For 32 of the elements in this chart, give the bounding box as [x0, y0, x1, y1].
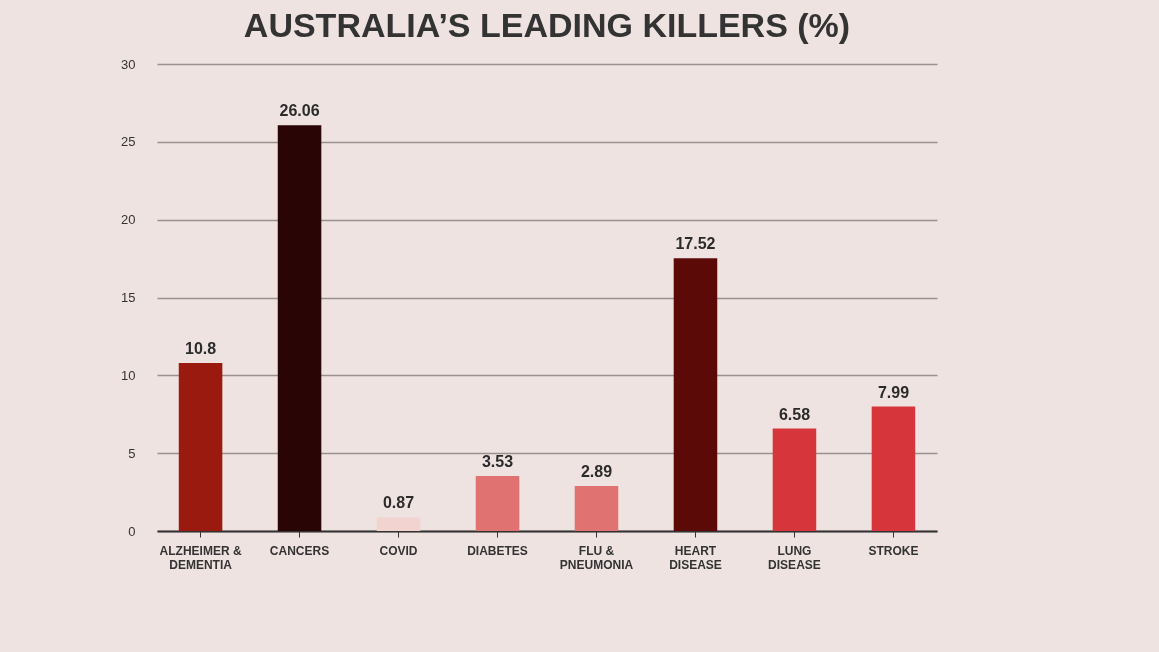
- y-tick-label: 30: [121, 56, 136, 72]
- data-label: 26.06: [279, 102, 320, 120]
- y-tick-label: 10: [121, 367, 136, 383]
- chart-title: AUSTRALIA’S LEADING KILLERS (%): [243, 6, 851, 44]
- bar: [376, 517, 421, 531]
- y-tick-label: 25: [121, 134, 136, 150]
- bar: [772, 428, 817, 531]
- y-tick-label: 20: [121, 212, 136, 228]
- data-label: 6.58: [778, 405, 811, 423]
- x-tick-label: FLU & PNEUMONIA: [559, 543, 634, 572]
- y-tick-label: 15: [121, 290, 136, 305]
- data-label: 2.89: [580, 463, 613, 481]
- bar: [871, 406, 916, 531]
- y-tick-label: 0: [128, 523, 136, 539]
- data-label: 0.87: [382, 494, 415, 512]
- data-label: 10.8: [184, 339, 217, 357]
- x-tick-label: DIABETES: [467, 543, 528, 558]
- bar: [178, 362, 223, 531]
- x-tick-label: HEART DISEASE: [669, 543, 722, 572]
- x-tick-label: ALZHEIMER & DEMENTIA: [159, 543, 242, 572]
- x-tick-label: COVID: [379, 543, 418, 558]
- data-label: 17.52: [675, 235, 716, 253]
- bar: [475, 476, 520, 531]
- x-tick-label: CANCERS: [269, 543, 330, 558]
- bar: [673, 258, 718, 531]
- bar: [277, 125, 322, 531]
- bar: [574, 486, 619, 531]
- x-tick-label: LUNG DISEASE: [768, 543, 821, 572]
- y-tick-label: 5: [128, 445, 136, 461]
- data-label: 7.99: [877, 383, 910, 401]
- x-tick-label: STROKE: [868, 543, 919, 558]
- data-label: 3.53: [481, 453, 514, 471]
